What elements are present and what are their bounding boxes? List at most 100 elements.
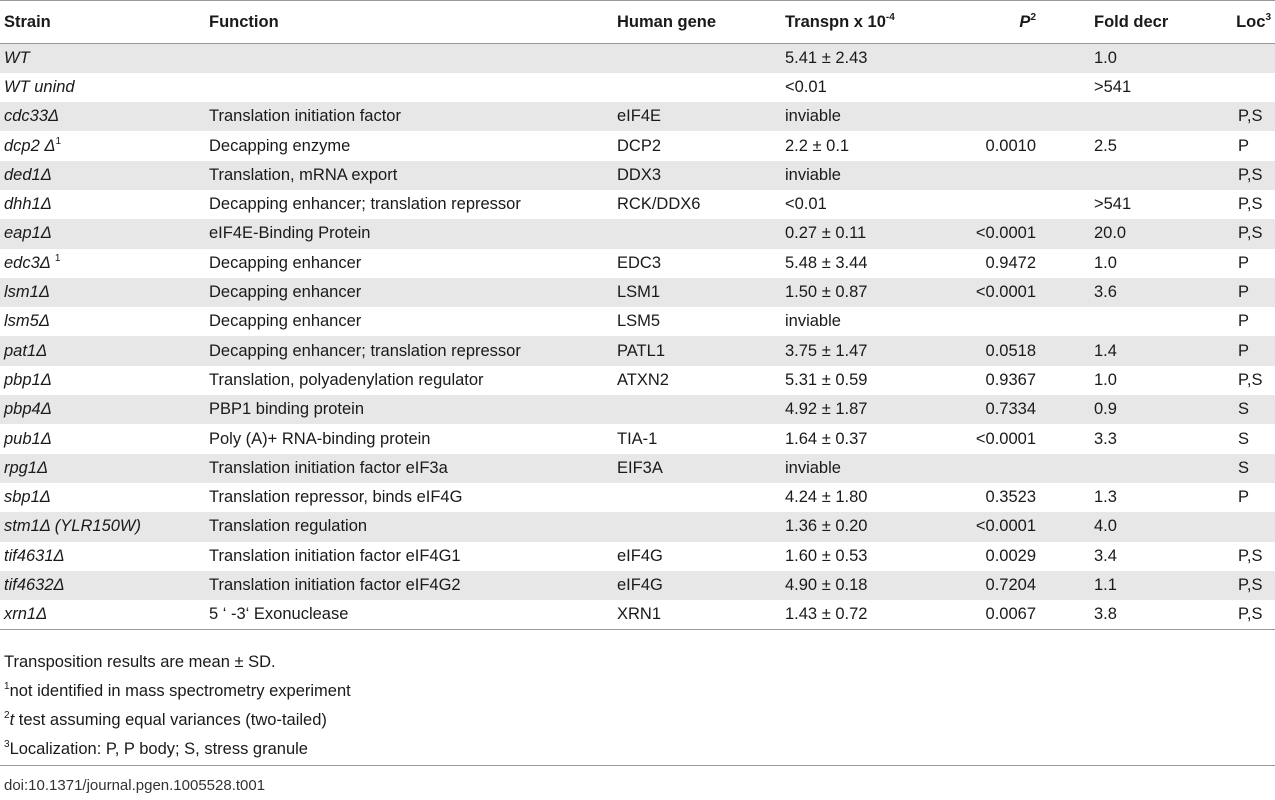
cell-localization xyxy=(1118,73,1275,102)
cell-p-value: 0.0518 xyxy=(985,341,1036,360)
cell-localization: P,S xyxy=(1238,575,1263,594)
cell-transposition: 1.36 ± 0.20 xyxy=(785,517,868,536)
cell-localization: P,S xyxy=(1238,195,1263,214)
cell-transposition: 1.50 ± 0.87 xyxy=(785,283,868,302)
cell-fold-decrease: 1.1 xyxy=(1094,575,1117,594)
cell-transposition: inviable xyxy=(785,165,841,184)
cell-localization: S xyxy=(1238,400,1250,419)
cell-p-value xyxy=(930,102,1036,131)
table-row: cdc33Δ Translation initiation factor eIF4E… xyxy=(0,102,1275,132)
cell-transposition: inviable xyxy=(785,312,841,331)
cell-human-gene: eIF4G xyxy=(617,575,663,594)
cell-transposition: inviable xyxy=(785,458,841,477)
header-localization: Loc3 xyxy=(1118,0,1275,44)
cell-fold-decrease: 1.3 xyxy=(1094,488,1117,507)
cell-transposition: 1.60 ± 0.53 xyxy=(785,546,868,565)
cell-fold-decrease: 1.4 xyxy=(1094,341,1117,360)
cell-localization: P xyxy=(1238,253,1250,272)
cell-transposition: 1.43 ± 0.72 xyxy=(785,600,930,630)
cell-p-value xyxy=(930,44,1036,73)
cell-p-value xyxy=(930,190,1036,219)
cell-localization: S xyxy=(1238,458,1250,477)
cell-transposition: 4.24 ± 1.80 xyxy=(785,488,868,507)
cell-function: Translation, polyadenylation regulator xyxy=(209,370,484,389)
cell-function: Translation initiation factor xyxy=(209,107,401,126)
cell-human-gene: LSM5 xyxy=(617,312,661,331)
cell-localization: P xyxy=(1238,341,1250,360)
cell-function: Translation initiation factor eIF4G2 xyxy=(209,575,461,594)
doi-link[interactable]: doi:10.1371/journal.pgen.1005528.t001 xyxy=(4,777,266,794)
cell-human-gene: RCK/DDX6 xyxy=(617,195,701,214)
cell-fold-decrease: >541 xyxy=(1094,195,1132,214)
cell-p-value: 0.3523 xyxy=(985,488,1036,507)
divider xyxy=(0,765,1275,766)
cell-localization: P,S xyxy=(1238,107,1263,126)
footnote-sd: Transposition results are mean ± SD. xyxy=(4,653,276,671)
table-header-row: Strain Function Human gene Transpn x 10-… xyxy=(0,0,1275,44)
cell-human-gene: TIA-1 xyxy=(617,429,658,448)
cell-transposition: inviable xyxy=(785,107,841,126)
cell-p-value: 0.7204 xyxy=(985,575,1036,594)
header-strain: Strain xyxy=(0,0,209,44)
cell-localization: P xyxy=(1238,312,1250,331)
cell-p-value: 0.0010 xyxy=(985,136,1036,155)
cell-strain: dcp2 Δ1 xyxy=(4,135,61,155)
cell-human-gene: eIF4G xyxy=(617,546,663,565)
cell-function: Decapping enhancer xyxy=(209,312,362,331)
cell-p-value: 0.0067 xyxy=(930,600,1036,630)
header-fold-decrease: Fold decr xyxy=(1036,0,1168,44)
cell-localization: P,S xyxy=(1238,546,1263,565)
cell-fold-decrease: 2.5 xyxy=(1094,136,1117,155)
cell-transposition: 4.90 ± 0.18 xyxy=(785,575,868,594)
cell-strain: WT unind xyxy=(4,77,75,96)
cell-strain: edc3Δ 1 xyxy=(4,252,61,272)
cell-transposition: 5.48 ± 3.44 xyxy=(785,253,868,272)
cell-localization: P xyxy=(1238,283,1250,302)
cell-human-gene: eIF4E xyxy=(617,107,662,126)
cell-p-value xyxy=(930,307,1036,336)
table-row: WT 5.41 ± 2.43 1.0 xyxy=(0,43,1275,73)
cell-p-value: 0.7334 xyxy=(985,400,1036,419)
cell-human-gene: XRN1 xyxy=(617,600,785,630)
table-row: ded1Δ Translation, mRNA export DDX3 inviabl… xyxy=(0,160,1275,190)
cell-strain: tif4631Δ xyxy=(4,546,65,565)
cell-function: Translation regulation xyxy=(209,517,368,536)
cell-function: Decapping enhancer xyxy=(209,253,362,272)
cell-fold-decrease: 1.0 xyxy=(1094,48,1117,67)
header-human-gene: Human gene xyxy=(617,0,785,44)
cell-strain: eap1Δ xyxy=(4,224,52,243)
cell-strain: xrn1Δ xyxy=(0,600,209,630)
table-row: eap1Δ eIF4E-Binding Protein 0.27 ± 0.11 <0.… xyxy=(0,219,1275,249)
cell-fold-decrease: 3.8 xyxy=(1036,600,1118,630)
header-p-value: P2 xyxy=(930,0,1036,44)
table-row: edc3Δ 1 Decapping enhancer EDC3 5.48 ± 3.44… xyxy=(0,248,1275,278)
cell-function: eIF4E-Binding Protein xyxy=(209,224,371,243)
cell-fold-decrease: 20.0 xyxy=(1094,224,1127,243)
cell-function: 5 ‘ -3‘ Exonuclease xyxy=(209,600,617,630)
cell-human-gene: DDX3 xyxy=(617,165,662,184)
cell-localization xyxy=(1118,512,1275,541)
cell-p-value: <0.0001 xyxy=(975,429,1036,448)
table-row: tif4632Δ Translation initiation factor eI… xyxy=(0,570,1275,601)
table-row: tif4631Δ Translation initiation factor eI… xyxy=(0,541,1275,571)
table-body: WT 5.41 ± 2.43 1.0 WT unind <0.01 >541 cdc33Δ T… xyxy=(0,43,1275,630)
footnote-3: 3Localization: P, P body; S, stress gran… xyxy=(4,739,308,759)
table-row: pbp4Δ PBP1 binding protein 4.92 ± 1.87 0.73… xyxy=(0,395,1275,425)
footnote-2: 2t test assuming equal variances (two-ta… xyxy=(4,710,327,730)
cell-p-value: 0.0029 xyxy=(985,546,1036,565)
cell-strain: lsm5Δ xyxy=(4,312,50,331)
cell-strain: dhh1Δ xyxy=(4,195,52,214)
cell-human-gene xyxy=(617,512,785,541)
cell-fold-decrease: >541 xyxy=(1094,77,1132,96)
cell-human-gene: DCP2 xyxy=(617,136,662,155)
cell-function: Decapping enhancer xyxy=(209,283,362,302)
cell-human-gene: EDC3 xyxy=(617,253,662,272)
cell-strain: stm1Δ (YLR150W) xyxy=(4,517,141,536)
cell-human-gene: LSM1 xyxy=(617,283,661,302)
cell-localization: P xyxy=(1238,488,1250,507)
cell-localization xyxy=(1118,44,1275,73)
cell-p-value xyxy=(930,161,1036,190)
cell-fold-decrease: 1.0 xyxy=(1094,253,1117,272)
table-row: lsm5Δ Decapping enhancer LSM5 inviable P xyxy=(0,307,1275,337)
cell-fold-decrease: 3.6 xyxy=(1094,283,1117,302)
